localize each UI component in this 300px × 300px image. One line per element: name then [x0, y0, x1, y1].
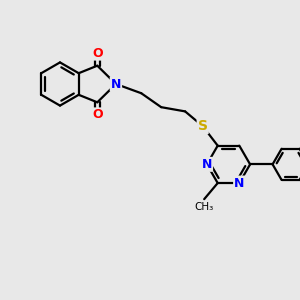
Text: CH₃: CH₃ — [195, 202, 214, 212]
Text: N: N — [111, 77, 121, 91]
Text: O: O — [92, 46, 103, 60]
Text: N: N — [202, 158, 212, 171]
Text: S: S — [198, 119, 208, 133]
Text: N: N — [234, 177, 244, 190]
Text: O: O — [92, 108, 103, 122]
